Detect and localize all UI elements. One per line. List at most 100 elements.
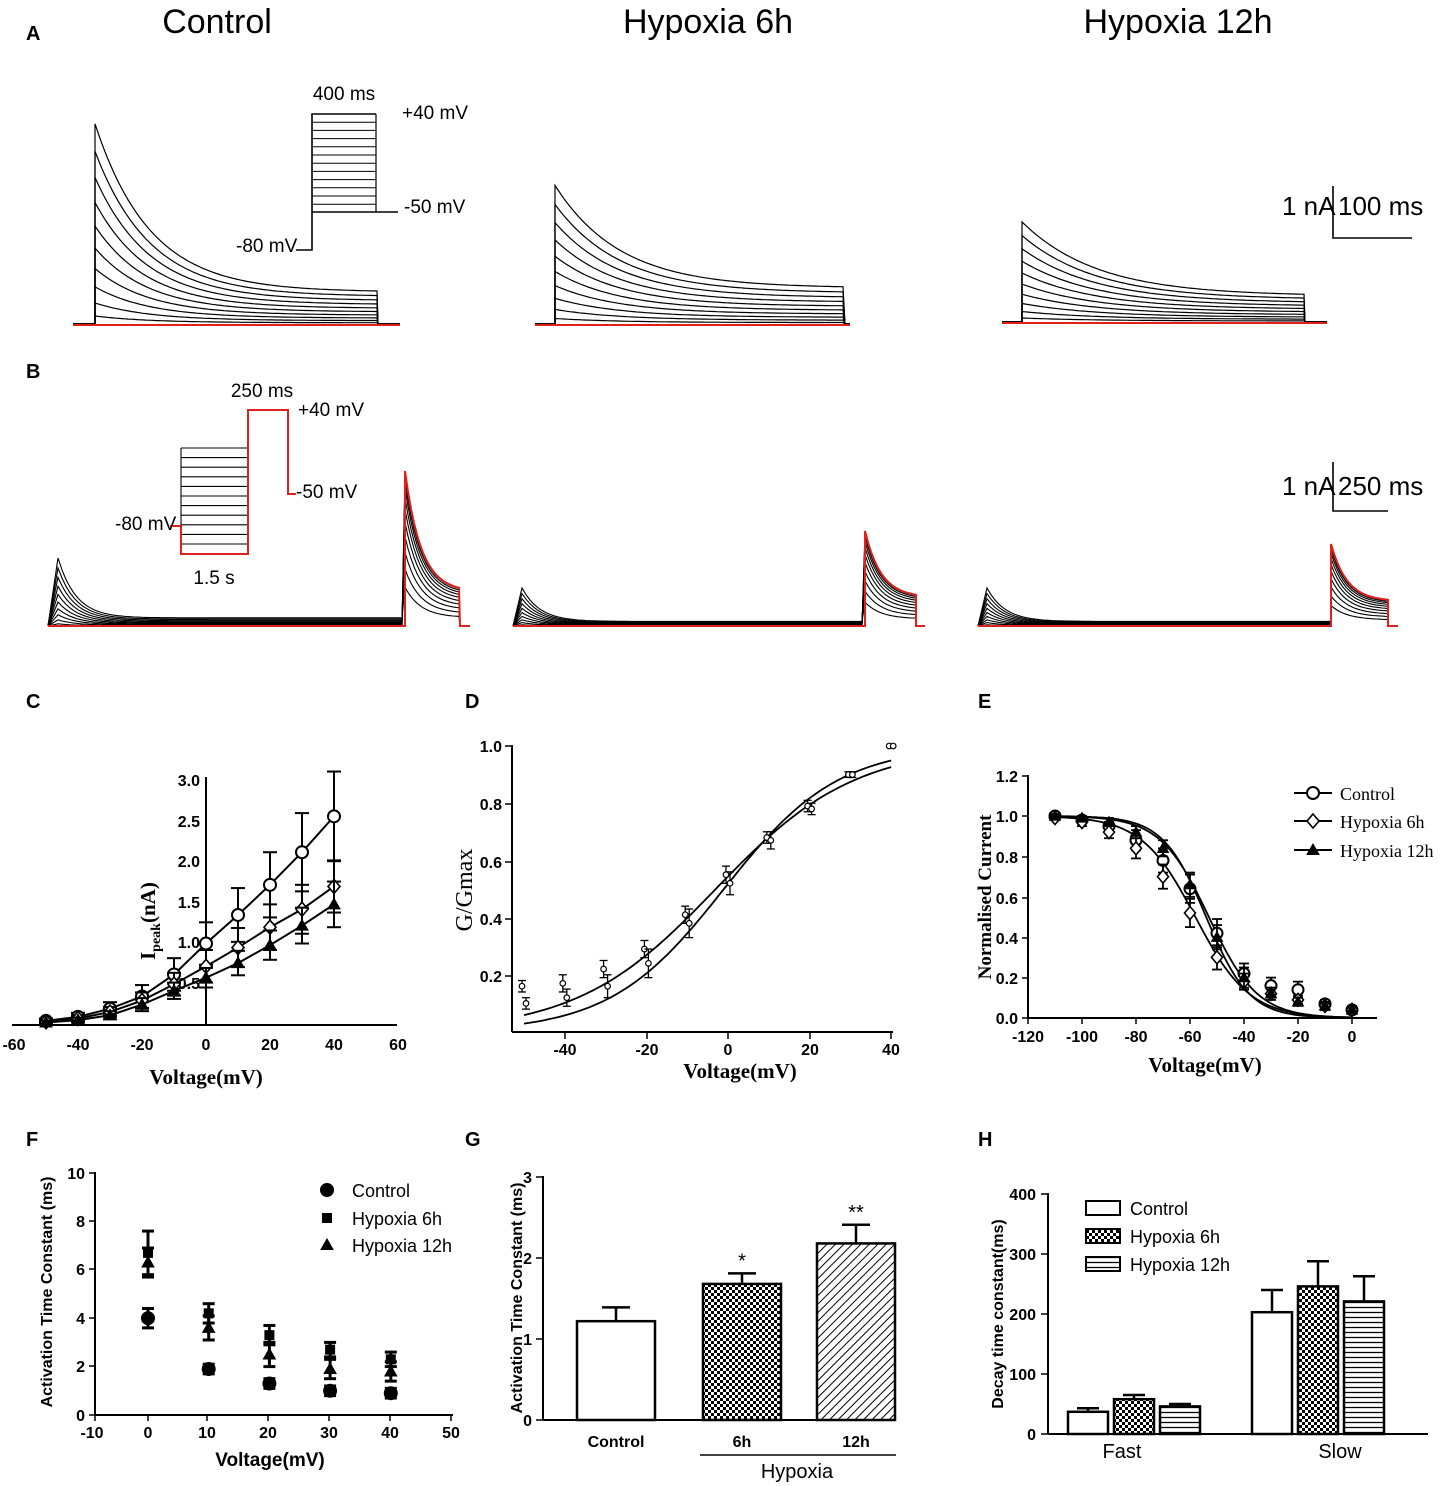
fit-curve-hypoxia-12h — [1055, 815, 1353, 1019]
data-point — [135, 997, 149, 1010]
series-hypoxia-6h — [522, 742, 897, 1010]
data-point — [559, 979, 567, 987]
data-point — [1156, 868, 1170, 885]
panel-b-current-traces: 250 ms +40 mV -50 mV -80 mV 1.5 s 1 nA 2… — [47, 381, 1423, 627]
plot-area — [38, 770, 342, 1030]
chart-g-activation-tau-bars: 0 1 2 3 Control 6h 12h Hypoxia Activatio… — [509, 1170, 897, 1483]
data-point — [327, 809, 341, 824]
y-tick: 400 — [1009, 1187, 1036, 1204]
current-trace — [73, 224, 400, 325]
current-trace — [977, 586, 1398, 627]
y-axis-label: G/Gmax — [452, 849, 478, 932]
y-tick: 10 — [67, 1166, 85, 1183]
y-tick: 1.0 — [178, 935, 200, 952]
data-point — [645, 959, 652, 967]
current-trace — [512, 571, 925, 627]
data-point — [385, 1354, 396, 1365]
current-trace — [535, 308, 850, 325]
x-tick: 30 — [320, 1425, 338, 1442]
y-tick: 1.0 — [996, 809, 1018, 826]
y-tick: 0.4 — [480, 912, 502, 929]
bar — [575, 1319, 657, 1422]
current-trace — [47, 557, 470, 627]
series-control — [1066, 1288, 1294, 1436]
data-point — [1129, 825, 1143, 837]
data-point — [323, 1362, 337, 1375]
protocol-test-duration: 250 ms — [231, 381, 293, 402]
data-point — [1291, 995, 1305, 1007]
current-trace — [512, 589, 925, 627]
legend-marker-hypoxia-12h — [1294, 842, 1332, 855]
legend-marker — [1306, 842, 1320, 855]
data-point — [231, 907, 245, 922]
reference-trace — [48, 470, 470, 627]
y-tick: 300 — [1009, 1247, 1036, 1264]
current-trace — [535, 202, 850, 325]
bar — [701, 1282, 783, 1422]
current-trace — [73, 177, 400, 325]
current-trace — [512, 586, 925, 627]
current-trace — [1002, 310, 1327, 323]
data-point — [808, 805, 815, 813]
bar — [1112, 1397, 1156, 1436]
data-point — [295, 845, 309, 860]
legend-label-control: Control — [352, 1181, 410, 1201]
data-point — [681, 911, 689, 919]
data-point — [71, 1013, 85, 1026]
data-point — [199, 936, 213, 951]
data-point — [767, 836, 775, 844]
y-tick: 0.8 — [480, 797, 502, 814]
current-trace — [73, 267, 400, 325]
y-tick: 2 — [76, 1359, 85, 1376]
current-trace — [535, 254, 850, 325]
legend-marker-hypoxia-6h — [1294, 812, 1332, 830]
current-trace — [1002, 234, 1327, 323]
data-point — [203, 1308, 214, 1319]
data-point — [263, 877, 277, 892]
scale-bar-a: 1 nA 100 ms — [1282, 186, 1423, 239]
data-point — [327, 897, 341, 910]
legend-marker-hypoxia-6h — [322, 1213, 332, 1223]
data-point — [383, 1364, 398, 1377]
bar — [1066, 1410, 1110, 1436]
bar-12h: ** — [815, 1202, 897, 1422]
scale-time-b: 250 ms — [1338, 471, 1423, 501]
panel-label-a: A — [26, 23, 40, 45]
x-tick: 40 — [381, 1425, 399, 1442]
series-line — [45, 885, 335, 1023]
data-point — [1183, 878, 1197, 890]
title-control: Control — [162, 3, 272, 41]
legend-marker — [320, 1237, 334, 1250]
x-tick: -100 — [1066, 1029, 1098, 1046]
y-tick: 0.8 — [996, 850, 1018, 867]
scale-bar-b: 1 nA 250 ms — [1282, 462, 1423, 512]
protocol-step-voltage: -50 mV — [404, 197, 466, 218]
tick-marks — [536, 1176, 543, 1421]
x-tick: -80 — [1124, 1029, 1147, 1046]
current-trace — [1002, 247, 1327, 323]
series-hypoxia-12h — [1048, 809, 1359, 1015]
x-tick: -20 — [1286, 1029, 1309, 1046]
current-trace — [1002, 283, 1327, 323]
y-tick: 8 — [76, 1214, 85, 1231]
protocol-inset-a: 400 ms +40 mV -50 mV -80 mV — [236, 84, 468, 257]
chart-f-activation-tau: -10 0 10 20 30 40 50 0 2 4 6 8 10 Voltag… — [39, 1166, 460, 1471]
data-point — [1318, 999, 1332, 1011]
legend-label-hypoxia-12h: Hypoxia 12h — [352, 1236, 452, 1256]
scale-current-b: 1 nA — [1282, 471, 1336, 501]
panel-label-f: F — [26, 1129, 38, 1151]
protocol-top-voltage: +40 mV — [402, 103, 468, 124]
y-axis-label: Activation Time Constant (ms) — [509, 1183, 526, 1414]
bar — [1342, 1300, 1386, 1436]
data-point — [849, 771, 856, 778]
current-trace — [73, 151, 400, 325]
x-tick: 40 — [882, 1042, 900, 1059]
data-point — [39, 1015, 53, 1028]
category-label: 6h — [733, 1434, 752, 1451]
data-point — [1183, 905, 1197, 921]
current-trace — [1002, 302, 1327, 323]
protocol-steps-b — [180, 447, 248, 555]
y-label-unit: (nA) — [136, 882, 160, 923]
legend-label-control: Control — [1130, 1199, 1188, 1219]
bar-6h: * — [701, 1250, 783, 1422]
